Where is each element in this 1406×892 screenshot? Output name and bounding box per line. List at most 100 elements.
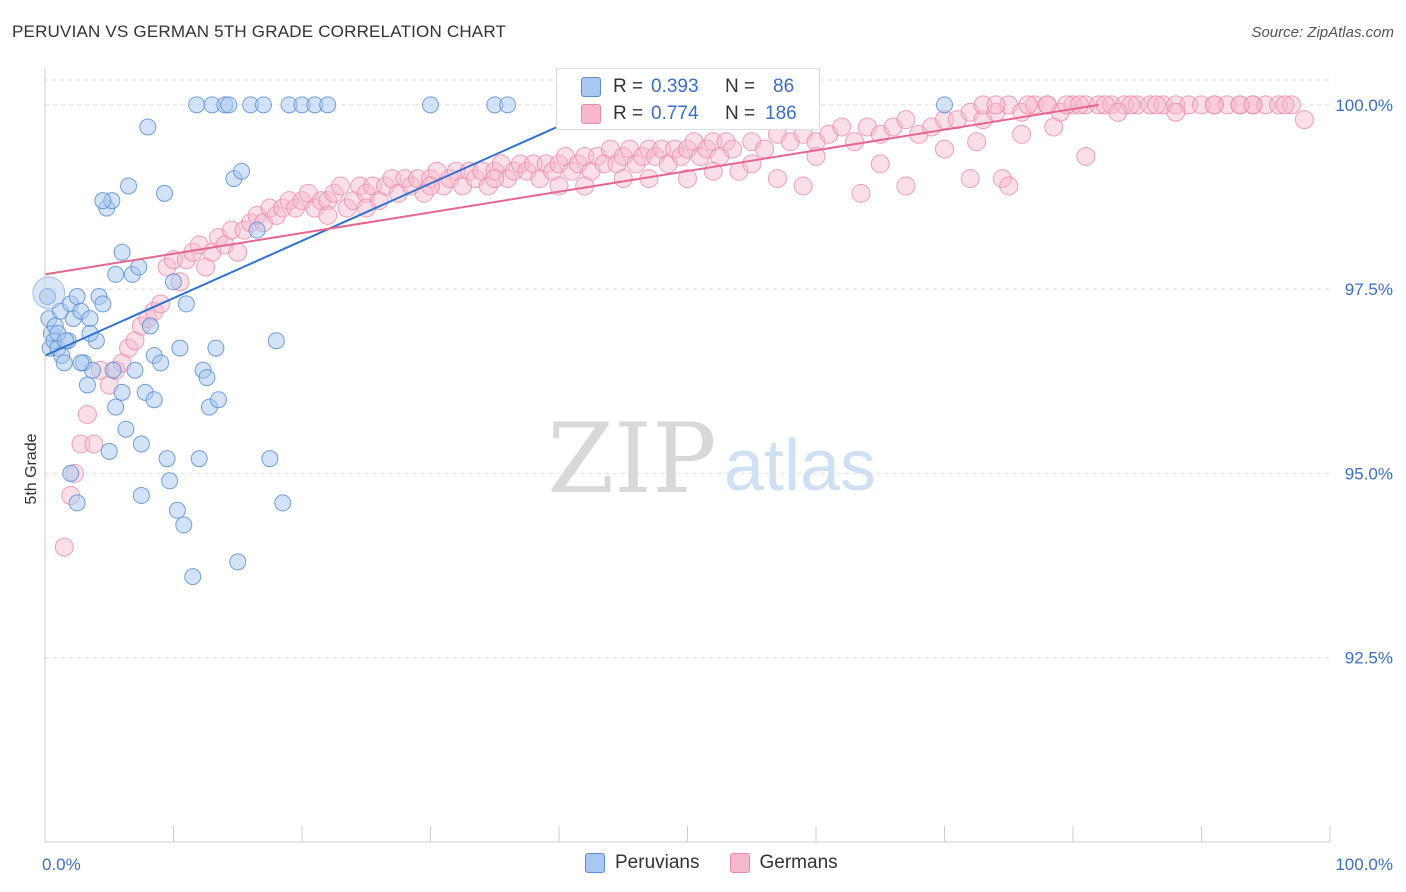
germans-point-152 [896, 176, 916, 196]
peruvians-point-21 [94, 295, 112, 313]
peruvians-n-label: N = [725, 76, 756, 97]
x-tick-label-1: 100.0% [1335, 855, 1393, 874]
germans-point-42 [324, 183, 344, 203]
germans-point-10 [119, 338, 139, 358]
germans-point-165 [935, 139, 954, 159]
germans-point-4 [77, 404, 97, 424]
germans-point-33 [266, 205, 286, 225]
germans-point-27 [228, 242, 248, 262]
peruvians-point-70 [422, 96, 439, 114]
peruvians-r-label: R = [613, 76, 644, 97]
peruvians-point-56 [220, 96, 238, 114]
peruvians-point-40 [158, 450, 176, 468]
germans-n-label: N = [725, 103, 756, 124]
peruvians-point-26 [107, 398, 125, 416]
germans-point-89 [626, 154, 646, 174]
peruvians-point-84 [72, 354, 90, 372]
legend-item-peruvians[interactable]: Peruvians [585, 852, 700, 874]
peruvians-point-53 [207, 339, 225, 357]
germans-point-187 [1069, 95, 1089, 115]
watermark-atlas: atlas [724, 426, 876, 506]
peruvians-n-value: 86 [773, 76, 795, 97]
y-tick-label-0: 92.5% [1345, 649, 1393, 668]
peruvians-point-65 [274, 494, 292, 512]
peruvians-point-38 [152, 354, 170, 372]
peruvians-point-44 [171, 339, 189, 357]
germans-point-79 [562, 161, 582, 181]
peruvians-point-59 [233, 162, 251, 180]
peruvians-point-31 [126, 361, 144, 379]
germans-point-180 [1204, 95, 1224, 115]
germans-point-103 [716, 132, 736, 152]
stats-box: R = 0.393 N = 86 R = 0.774 N = 186 [556, 68, 820, 130]
peruvians-point-73 [936, 96, 953, 114]
germans-point-44 [337, 198, 357, 218]
peruvians-point-81 [132, 487, 150, 505]
peruvians-point-25 [104, 361, 122, 379]
peruvians-point-72 [499, 96, 517, 114]
legend-swatch-peruvians [585, 853, 605, 873]
germans-point-113 [832, 117, 852, 137]
peruvians-point-78 [94, 192, 112, 210]
trend-lines [44, 96, 1099, 357]
germans-point-151 [851, 183, 871, 203]
peruvians-point-36 [141, 317, 159, 335]
germans-point-104 [722, 139, 742, 159]
peruvians-point-54 [209, 391, 227, 409]
axes [44, 68, 1331, 843]
peruvians-point-83 [190, 450, 208, 468]
germans-point-161 [485, 169, 505, 189]
legend-label-germans: Germans [759, 852, 838, 873]
watermark-zip: ZIP [547, 403, 716, 515]
x-tick-label-0: 0.0% [42, 855, 81, 874]
peruvians-point-79 [107, 265, 125, 283]
chart-title: PERUVIAN VS GERMAN 5TH GRADE CORRELATION… [12, 22, 507, 41]
germans-point-181 [1243, 95, 1263, 115]
peruvians-points [32, 96, 953, 586]
legend-item-germans[interactable]: Germans [729, 852, 838, 874]
peruvians-point-27 [113, 243, 131, 261]
peruvians-point-80 [113, 383, 131, 401]
peruvians-point-large [32, 276, 66, 310]
germans-r-value: 0.774 [651, 103, 699, 124]
germans-r-label: R = [613, 103, 644, 124]
peruvians-trend-line [44, 96, 624, 357]
peruvians-point-61 [248, 221, 266, 239]
peruvians-point-42 [165, 273, 182, 291]
source-label: Source: ZipAtlas.com [1251, 24, 1394, 41]
germans-point-171 [767, 169, 787, 189]
peruvians-point-16 [78, 376, 96, 394]
germans-points [54, 95, 1314, 557]
peruvians-point-17 [81, 310, 99, 328]
tick-labels: 92.5% 95.0% 97.5% 100.0% 0.0% 100.0% [42, 96, 1393, 874]
peruvians-point-48 [188, 96, 206, 114]
germans-point-158 [678, 169, 697, 189]
germans-point-114 [845, 132, 865, 152]
germans-point-155 [999, 176, 1019, 196]
peruvians-point-75 [62, 464, 80, 482]
peruvians-point-82 [145, 391, 163, 409]
germans-point-157 [742, 154, 762, 174]
germans-point-153 [960, 169, 980, 189]
y-tick-label-3: 100.0% [1335, 96, 1393, 115]
germans-point-41 [318, 191, 338, 211]
peruvians-point-63 [261, 450, 279, 468]
peruvians-point-41 [161, 472, 179, 490]
peruvians-swatch [581, 77, 601, 97]
peruvians-point-46 [177, 295, 195, 313]
y-axis-label: 5th Grade [23, 433, 40, 505]
peruvians-point-13 [68, 288, 86, 306]
peruvians-point-45 [175, 516, 193, 534]
germans-point-5 [84, 434, 104, 454]
germans-point-175 [1166, 102, 1186, 122]
peruvians-point-23 [100, 442, 118, 460]
germans-swatch [581, 104, 601, 124]
peruvians-point-0 [39, 288, 57, 306]
legend: Peruvians Germans [585, 852, 868, 874]
germans-point-43 [331, 176, 351, 196]
peruvians-point-32 [130, 258, 148, 276]
peruvians-point-69 [319, 96, 337, 114]
peruvians-point-28 [117, 420, 135, 438]
peruvians-point-64 [267, 332, 285, 350]
